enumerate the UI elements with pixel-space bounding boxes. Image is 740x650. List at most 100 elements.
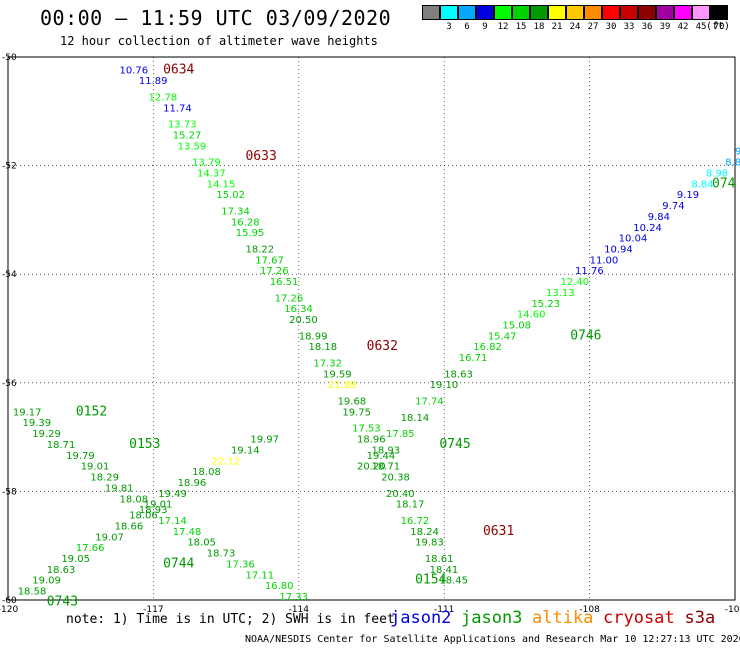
swh-value: 17.53 [352,424,381,435]
swh-value: 8.98 [706,168,728,179]
swh-value: 19.83 [415,538,444,549]
swh-value: 18.05 [187,538,216,549]
swh-value: 17.33 [279,592,308,603]
pass-label: 0744 [163,556,194,571]
swh-value: 19.10 [430,380,459,391]
swh-value: 13.13 [546,288,575,299]
scale-label: 30 [605,22,617,32]
swh-value: 18.93 [372,445,401,456]
swh-value: 17.26 [260,266,289,277]
swh-value: 15.08 [502,321,531,332]
pass-label: 0633 [245,149,276,164]
scale-label: 42 [677,22,689,32]
swh-value: 18.63 [444,369,473,380]
swh-value: 19.39 [23,418,52,429]
swh-value: 19.81 [105,483,134,494]
swh-value: 18.29 [90,473,119,484]
swh-value: 16.34 [284,304,313,315]
x-tick-label: -105 [725,605,740,615]
swh-value: 15.02 [216,190,245,201]
swh-value: 17.74 [415,397,444,408]
swh-value: 18.06 [129,511,158,522]
swh-value: 16.71 [459,353,488,364]
scale-swatch [548,5,566,20]
swh-value: 19.01 [144,500,173,511]
swh-value: 18.73 [207,549,236,560]
swh-value: 10.76 [119,65,148,76]
swh-value: 11.00 [590,255,619,266]
swh-value: 14.37 [197,168,226,179]
scale-label: 39 [659,22,671,32]
swh-value: 18.99 [299,331,328,342]
scale-label: 24 [569,22,581,32]
swh-value: 18.63 [47,565,76,576]
color-scale [422,5,728,20]
swh-value: 19.01 [81,462,110,473]
swh-value: 20.38 [381,473,410,484]
swh-value: 16.28 [231,217,260,228]
swh-value: 18.18 [308,342,337,353]
scale-label: 3 [446,22,452,32]
swh-value: 13.79 [192,158,221,169]
scale-label: 12 [497,22,509,32]
map-frame [7,56,736,601]
scale-label: 9 [482,22,488,32]
swh-value: 17.48 [173,527,202,538]
scale-swatch [710,5,728,20]
pass-label: 0631 [483,524,514,539]
swh-value: 9.84 [648,212,670,223]
swh-value: 18.08 [119,494,148,505]
pass-label: 0153 [129,437,160,452]
swh-value: 17.34 [221,206,250,217]
swh-value: 20.40 [386,489,415,500]
swh-value: 18.61 [425,554,454,565]
swh-value: 19.07 [95,532,124,543]
swh-value: 19.79 [66,451,95,462]
swh-value: 9 [735,147,740,158]
scale-swatch [566,5,584,20]
y-tick-label: -56 [2,379,17,389]
scale-label: 33 [623,22,635,32]
swh-value: 15.47 [488,331,517,342]
swh-value: 14.15 [207,179,236,190]
swh-value: 9.19 [677,190,699,201]
scale-label: 27 [587,22,599,32]
y-tick-label: -60 [2,596,17,606]
y-tick-label: -58 [2,487,17,497]
pass-label: 074 [712,176,736,191]
scale-label: 18 [533,22,545,32]
swh-value: 19.14 [231,445,260,456]
swh-value: 18.45 [439,576,468,587]
swh-value: 18.93 [139,505,168,516]
swh-value: 18.58 [18,587,47,598]
pass-label: 0154 [415,573,446,588]
swh-value: 20.20 [357,462,386,473]
swh-value: 11.76 [575,266,604,277]
swh-value: 18.17 [396,500,425,511]
map-subtitle: 12 hour collection of altimeter wave hei… [60,34,378,48]
pass-label: 0743 [47,594,78,609]
pass-label: 0746 [570,328,601,343]
satellite-jason3: jason3 [461,608,523,628]
swh-value: 18.08 [192,467,221,478]
swh-value: 20.50 [289,315,318,326]
swh-value: 11.74 [163,103,192,114]
swh-value: 18.22 [245,244,274,255]
swh-value: 18.66 [115,521,144,532]
scale-label: 36 [641,22,653,32]
swh-value: 10.04 [619,234,648,245]
swh-value: 16.51 [270,277,299,288]
swh-value: 17.32 [313,359,342,370]
swh-value: 19.44 [367,451,396,462]
swh-value: 15.27 [173,130,202,141]
color-scale-labels: 3 6 9 12 15 18 21 24 27 30 33 36 39 42 45 70 [422,22,728,32]
swh-value: 17.36 [226,559,255,570]
swh-value: 9.74 [662,201,684,212]
swh-value: 17.11 [245,570,274,581]
swh-value: 17.85 [386,429,415,440]
swh-value: 11.89 [139,76,168,87]
scale-swatch [692,5,710,20]
pass-label: 0152 [76,404,107,419]
scale-swatch [458,5,476,20]
swh-value: 16.82 [473,342,502,353]
